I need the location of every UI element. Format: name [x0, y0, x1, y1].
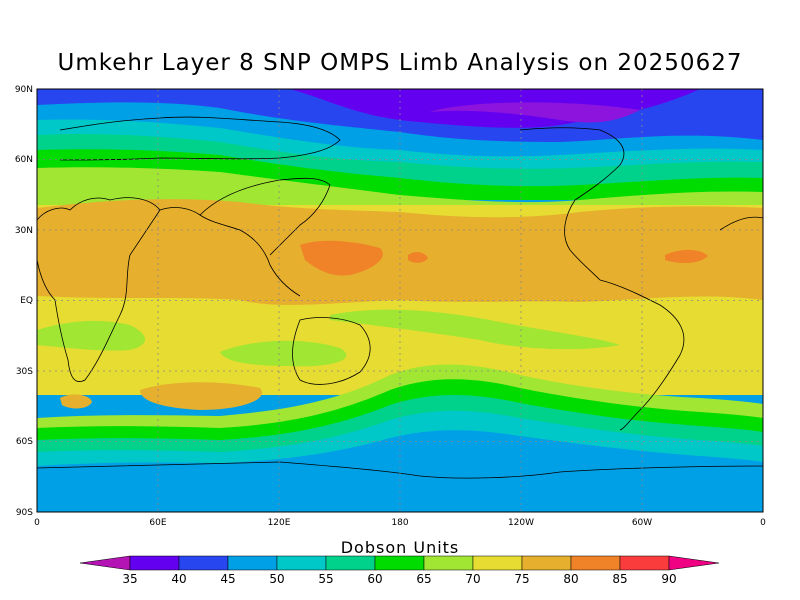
colorbar-title: Dobson Units — [341, 538, 460, 557]
colorbar-level-label: 85 — [612, 572, 627, 586]
colorbar-swatch — [619, 555, 670, 571]
colorbar-level-label: 70 — [465, 572, 480, 586]
patch-80-85-atlantic — [665, 249, 708, 264]
longitude-axis: 0 60E 120E 180 120W 60W 0 — [34, 518, 766, 528]
lon-label: 60E — [149, 518, 166, 528]
patch-80-85-small — [408, 252, 428, 263]
colorbar-level-label: 60 — [367, 572, 382, 586]
lat-label: 60N — [15, 155, 33, 165]
patch-65-70-pacific — [330, 309, 620, 350]
lat-label: 30S — [16, 367, 33, 377]
colorbar-swatch — [276, 555, 327, 571]
colorbar-level-label: 45 — [220, 572, 235, 586]
lat-label: EQ — [20, 296, 33, 306]
colorbar-level-label: 80 — [563, 572, 578, 586]
lat-label: 90S — [16, 508, 33, 518]
colorbar-level-label: 65 — [416, 572, 431, 586]
colorbar-level-label: 50 — [269, 572, 284, 586]
colorbar-level-label: 35 — [122, 572, 137, 586]
lon-label: 0 — [34, 518, 40, 528]
colorbar-level-label: 40 — [171, 572, 186, 586]
chart-title: Umkehr Layer 8 SNP OMPS Limb Analysis on… — [57, 50, 743, 76]
lon-label: 60W — [632, 518, 652, 528]
patch-75-80-southern — [140, 382, 262, 410]
colorbar-swatch — [325, 555, 376, 571]
lon-label: 180 — [391, 518, 408, 528]
lat-label: 60S — [16, 437, 33, 447]
colorbar-swatch — [423, 555, 474, 571]
colorbar-swatch — [472, 555, 523, 571]
band-north-30-35 — [430, 102, 640, 123]
map-frame — [36, 88, 764, 513]
patch-80-85-pacific — [300, 240, 383, 276]
lon-label: 0 — [760, 518, 766, 528]
colorbar-level-label: 55 — [318, 572, 333, 586]
lon-label: 120W — [508, 518, 534, 528]
colorbar-level-label: 90 — [661, 572, 676, 586]
lat-label: 90N — [15, 85, 33, 95]
colorbar-over-arrow — [668, 555, 720, 571]
colorbar-swatch — [570, 555, 621, 571]
colorbar-swatch — [227, 555, 278, 571]
colorbar-swatch — [129, 555, 180, 571]
gridlines — [37, 89, 763, 512]
patch-65-70-africa — [37, 320, 145, 351]
colorbar-swatch — [521, 555, 572, 571]
lat-label: 30N — [15, 226, 33, 236]
band-south-45-50 — [37, 430, 763, 512]
latitude-axis: 90N 60N 30N EQ 30S 60S 90S — [15, 85, 33, 518]
patch-75-80-south-atl — [60, 394, 92, 409]
lon-label: 120E — [268, 518, 291, 528]
colorbar-under-arrow — [79, 555, 131, 571]
colorbar-swatch — [374, 555, 425, 571]
coastlines — [37, 116, 763, 479]
colorbar-level-label: 75 — [514, 572, 529, 586]
colorbar-swatch — [178, 555, 229, 571]
colorbar: 35 40 45 50 55 60 65 70 75 80 85 90 — [79, 555, 720, 586]
patch-65-70-indian — [220, 340, 347, 367]
